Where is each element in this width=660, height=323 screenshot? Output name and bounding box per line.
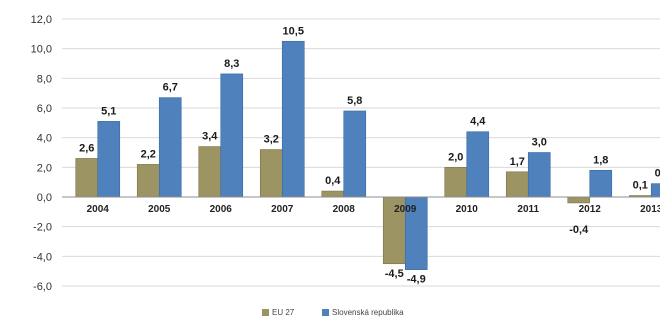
bar-slovakia bbox=[220, 73, 244, 198]
bar-eu27 bbox=[259, 149, 283, 198]
data-label-eu27: -0,4 bbox=[569, 224, 589, 236]
category-label: 2006 bbox=[210, 204, 233, 215]
category-label: 2005 bbox=[148, 204, 171, 215]
data-label-slovakia: 5,8 bbox=[347, 95, 362, 107]
category-label: 2010 bbox=[456, 204, 479, 215]
category-label: 2004 bbox=[87, 204, 110, 215]
y-tick-label: -4,0 bbox=[33, 251, 52, 263]
category-label: 2009 bbox=[394, 204, 417, 215]
data-label-slovakia: -4,9 bbox=[407, 274, 426, 286]
bar-slovakia bbox=[97, 121, 121, 198]
bar-eu27 bbox=[321, 190, 345, 198]
bar-slovakia bbox=[281, 40, 305, 198]
y-tick-label: 4,0 bbox=[37, 133, 52, 145]
bar-eu27 bbox=[444, 167, 468, 198]
data-label-eu27: 2,6 bbox=[79, 142, 94, 154]
data-label-eu27: 3,4 bbox=[202, 131, 218, 143]
data-label-eu27: 3,2 bbox=[264, 134, 279, 146]
y-tick-label: -2,0 bbox=[33, 222, 52, 234]
data-label-slovakia: 5,1 bbox=[101, 105, 116, 117]
bar-slovakia bbox=[466, 131, 490, 198]
data-label-eu27: 0,4 bbox=[325, 175, 341, 187]
data-label-slovakia: 8,3 bbox=[224, 58, 239, 70]
bar-slovakia bbox=[650, 183, 660, 198]
y-tick-label: 8,0 bbox=[37, 73, 52, 85]
y-tick-label: 12,0 bbox=[31, 14, 52, 26]
bar-eu27 bbox=[567, 196, 591, 204]
y-tick-label: 0,0 bbox=[37, 192, 52, 204]
data-label-eu27: 2,2 bbox=[141, 148, 156, 160]
y-tick-label: 6,0 bbox=[37, 103, 52, 115]
data-label-slovakia: 10,5 bbox=[283, 25, 304, 37]
y-tick-label: 2,0 bbox=[37, 162, 52, 174]
data-label-slovakia: 3,0 bbox=[532, 137, 547, 149]
category-label: 2007 bbox=[271, 204, 294, 215]
data-label-slovakia: 0,9 bbox=[655, 168, 660, 180]
category-label: 2011 bbox=[517, 204, 539, 215]
legend-label-eu27: EU 27 bbox=[272, 308, 295, 317]
y-tick-label: -6,0 bbox=[33, 281, 52, 293]
data-label-eu27: 1,7 bbox=[510, 156, 525, 168]
legend-swatch-eu27 bbox=[262, 309, 269, 316]
bar-slovakia bbox=[158, 97, 182, 198]
bar-eu27 bbox=[75, 158, 99, 198]
data-label-slovakia: 6,7 bbox=[163, 82, 178, 94]
data-label-slovakia: 4,4 bbox=[470, 116, 486, 128]
bar-eu27 bbox=[136, 164, 160, 198]
bar-eu27 bbox=[505, 171, 529, 198]
legend-label-slovakia: Slovenská republika bbox=[332, 308, 404, 317]
category-label: 2013 bbox=[640, 204, 660, 215]
bar-slovakia bbox=[527, 152, 551, 198]
data-label-slovakia: 1,8 bbox=[593, 154, 608, 166]
data-label-eu27: 0,1 bbox=[633, 180, 648, 192]
bar-eu27 bbox=[198, 146, 222, 198]
category-label: 2008 bbox=[333, 204, 356, 215]
category-label: 2012 bbox=[579, 204, 602, 215]
y-tick-label: 10,0 bbox=[31, 44, 52, 56]
legend-swatch-slovakia bbox=[322, 309, 329, 316]
bar-slovakia bbox=[589, 170, 613, 198]
data-label-eu27: -4,5 bbox=[385, 268, 404, 280]
bar-slovakia bbox=[343, 110, 367, 198]
data-label-eu27: 2,0 bbox=[448, 151, 463, 163]
